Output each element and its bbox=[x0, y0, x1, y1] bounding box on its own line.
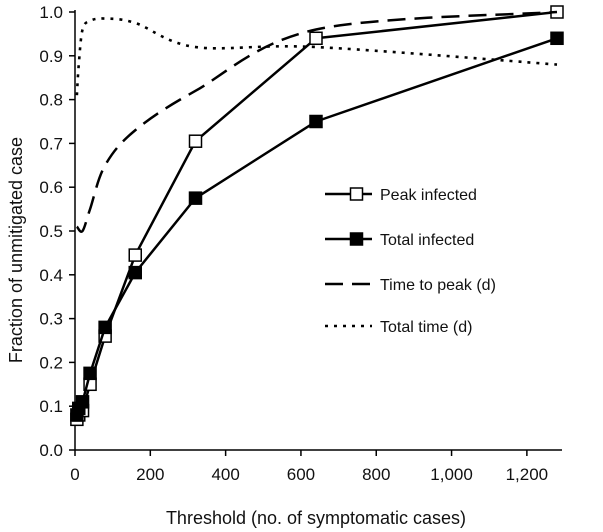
y-tick-label: 0.3 bbox=[39, 310, 63, 329]
y-tick-label: 0.5 bbox=[39, 222, 63, 241]
data-point-total-infected bbox=[128, 265, 142, 280]
y-tick-label: 0.7 bbox=[39, 134, 63, 153]
data-point-peak-infected bbox=[188, 134, 203, 148]
legend-marker-peak-infected bbox=[349, 187, 364, 201]
legend-label-total-infected: Total infected bbox=[380, 232, 474, 249]
x-tick-label: 800 bbox=[362, 465, 390, 484]
legend-label-peak-infected: Peak infected bbox=[380, 187, 477, 204]
data-point-total-infected bbox=[188, 191, 203, 205]
x-tick-label: 1,000 bbox=[430, 465, 473, 484]
x-tick-label: 400 bbox=[211, 465, 239, 484]
x-tick-label: 0 bbox=[70, 465, 79, 484]
series-layer bbox=[70, 5, 564, 427]
legend: Peak infected Total infected Time to peak … bbox=[325, 187, 496, 336]
y-tick-label: 0.4 bbox=[39, 266, 63, 285]
y-tick-label: 1.0 bbox=[39, 3, 63, 22]
y-tick-label: 0.1 bbox=[39, 397, 63, 416]
x-tick-label: 600 bbox=[287, 465, 315, 484]
data-point-total-infected bbox=[83, 366, 97, 381]
data-point-total-infected bbox=[550, 31, 564, 46]
legend-label-time-to-peak: Time to peak (d) bbox=[380, 277, 496, 294]
data-point-total-infected bbox=[98, 320, 112, 335]
y-axis-label: Fraction of unmitigated case bbox=[6, 137, 26, 363]
data-point-total-infected bbox=[75, 395, 90, 409]
legend-label-total-time: Total time (d) bbox=[380, 319, 472, 336]
data-point-total-infected bbox=[309, 114, 323, 129]
y-axis-ticks: 0.0 0.1 0.2 0.3 0.4 0.5 0.6 0.7 0.8 0.9 1.0 bbox=[39, 3, 75, 460]
x-axis-ticks: 0 200 400 600 800 1,000 1,200 bbox=[70, 450, 548, 484]
series-line-time-to-peak bbox=[75, 10, 558, 233]
y-tick-label: 0.2 bbox=[39, 353, 63, 372]
legend-marker-total-infected bbox=[349, 232, 364, 246]
x-tick-label: 1,200 bbox=[506, 465, 549, 484]
series-line-peak-infected bbox=[75, 10, 558, 420]
y-tick-label: 0.6 bbox=[39, 178, 63, 197]
x-axis-label: Threshold (no. of symptomatic cases) bbox=[166, 508, 466, 528]
data-point-peak-infected bbox=[128, 248, 142, 262]
y-tick-label: 0.9 bbox=[39, 47, 63, 66]
data-point-peak-infected bbox=[309, 31, 323, 46]
y-tick-label: 0.0 bbox=[39, 441, 63, 460]
x-tick-label: 200 bbox=[136, 465, 164, 484]
y-tick-label: 0.8 bbox=[39, 91, 63, 110]
